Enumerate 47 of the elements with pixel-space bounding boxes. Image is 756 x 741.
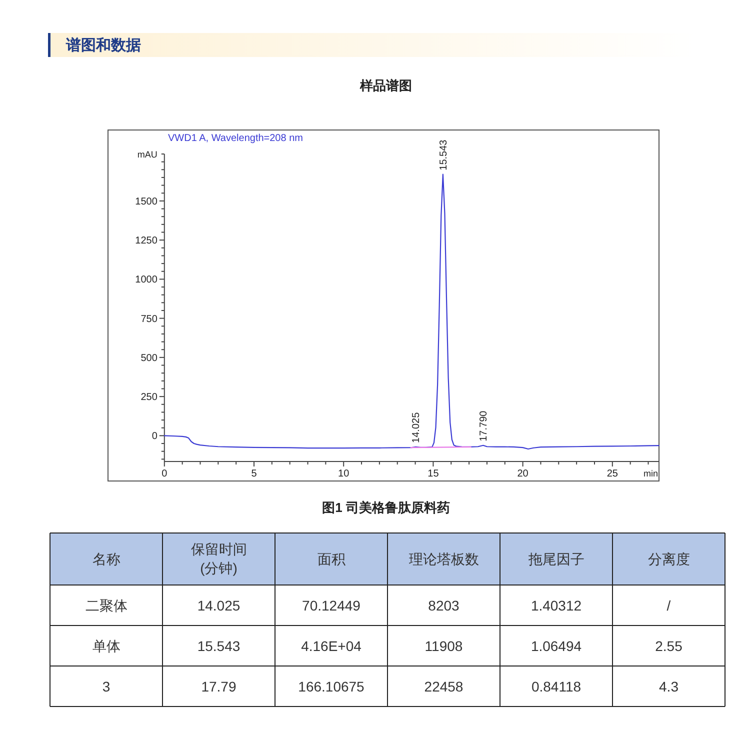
text: 名称 <box>92 551 120 567</box>
text: 14.025 <box>197 597 240 614</box>
text: 1.40312 <box>530 597 582 614</box>
text: 166.10675 <box>298 678 364 694</box>
category-label: 3 <box>102 678 110 694</box>
y-axis-title: mAU <box>137 150 158 160</box>
category-label: 分离度 <box>648 551 690 567</box>
line-series <box>164 174 660 450</box>
y-tick-label: 0 <box>152 431 158 442</box>
text: VWD1 A, Wavelength=208 nm <box>168 133 303 144</box>
annotation: 15.543 <box>438 139 450 170</box>
y-tick-label: 250 <box>140 392 158 404</box>
category-label: 二聚体 <box>85 597 128 614</box>
category-label: 保留时间 (分钟) <box>190 541 247 576</box>
x-axis-title: min <box>643 468 658 478</box>
category-label: 面积 <box>317 551 346 567</box>
x-tick-label: 15 <box>428 468 440 480</box>
category-label: 理论塔板数 <box>408 551 479 567</box>
category-label: 单体 <box>92 638 120 654</box>
category-label: 拖尾因子 <box>527 551 584 567</box>
y-tick-label: 1500 <box>135 196 158 208</box>
text: 1.06494 <box>530 638 582 654</box>
x-tick-label: 5 <box>251 468 258 480</box>
text: 0.84118 <box>531 678 582 694</box>
text: 谱图和数据 <box>65 36 141 54</box>
y-tick-label: 1000 <box>135 274 158 286</box>
annotation: 17.790 <box>478 410 490 442</box>
x-tick-label: 10 <box>338 468 350 480</box>
x-tick-label: 25 <box>606 468 618 480</box>
text: 11908 <box>424 638 463 654</box>
x-tick-label: 20 <box>517 468 529 480</box>
caption: 图1 司美格鲁肽原料药 <box>322 500 450 515</box>
text: 2.55 <box>655 638 682 654</box>
x-tick-label: 0 <box>162 468 168 480</box>
text: 17.79 <box>201 678 236 694</box>
y-tick-label: 750 <box>140 314 158 325</box>
y-tick-label: 1250 <box>135 236 158 247</box>
text: 8203 <box>428 597 460 614</box>
chart-title: 样品谱图 <box>359 78 412 93</box>
text: 4.3 <box>659 678 678 694</box>
text: 70.12449 <box>302 597 360 614</box>
text: 22458 <box>424 678 464 694</box>
y-tick-label: 500 <box>140 352 158 364</box>
text: / <box>666 597 671 614</box>
text: 15.543 <box>197 638 240 654</box>
annotation: 14.025 <box>411 412 422 443</box>
text: 4.16E+04 <box>301 638 362 654</box>
